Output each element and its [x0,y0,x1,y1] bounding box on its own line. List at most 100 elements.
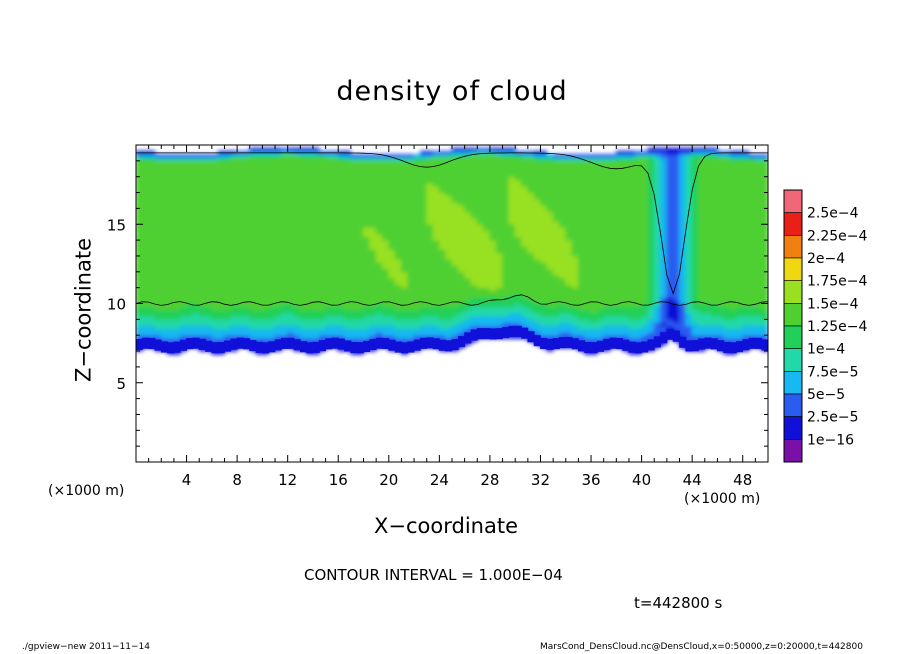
density-cell [571,331,579,336]
density-cell [325,258,333,263]
density-cell [508,318,516,323]
density-cell [634,325,642,330]
density-cell [590,211,598,216]
density-cell [331,227,339,231]
density-cell [136,293,143,298]
density-cell [584,277,592,282]
density-cell [432,284,440,289]
density-cell [167,246,175,251]
density-cell [312,157,320,162]
density-cell [401,284,409,289]
density-cell [375,268,383,273]
density-cell [483,265,491,270]
density-cell [483,188,491,193]
density-cell [540,214,548,219]
density-cell [249,277,257,282]
density-cell [148,325,156,330]
density-cell [533,277,541,282]
density-cell [508,192,516,197]
density-cell [596,198,605,203]
density-cell [426,163,434,168]
density-cell [331,157,339,162]
density-cell [438,265,447,270]
density-cell [426,325,434,330]
density-cell [344,192,352,197]
density-cell [205,211,213,216]
density-cell [521,230,529,235]
density-cell [457,147,466,152]
density-cell [268,334,276,339]
density-cell [186,211,194,216]
density-cell [489,252,497,257]
density-cell [312,322,320,327]
density-cell [540,239,548,244]
density-cell [382,252,390,257]
density-cell [622,303,630,308]
density-cell [255,337,263,342]
density-cell [634,208,642,212]
density-cell [356,166,364,171]
density-cell [217,204,225,209]
density-cell [205,271,213,276]
density-cell [141,290,150,295]
density-cell [438,334,447,339]
density-cell [306,154,314,159]
density-cell [622,252,630,257]
density-cell [299,299,308,304]
density-cell [337,223,345,228]
density-cell [546,182,554,187]
density-cell [521,217,529,222]
density-cell [388,280,396,285]
density-cell [476,160,484,165]
density-cell [344,277,352,282]
density-cell [312,252,320,257]
density-cell [337,239,345,244]
density-cell [426,318,434,323]
density-cell [280,280,289,285]
density-cell [527,204,535,209]
density-cell [192,154,200,159]
density-cell [167,255,175,260]
density-cell [495,208,503,212]
density-cell [401,249,409,254]
density-cell [160,249,168,254]
density-cell [205,318,213,323]
density-cell [141,185,150,190]
density-cell [312,160,320,165]
density-cell [211,198,219,203]
density-cell [287,303,295,308]
density-cell [559,331,567,336]
density-cell [483,258,491,263]
density-cell [426,265,434,270]
density-cell [628,227,636,231]
density-cell [369,296,377,301]
density-cell [432,166,440,171]
density-cell [274,293,282,298]
density-cell [609,325,617,330]
density-cell [420,185,428,190]
density-cell [205,312,213,317]
density-cell [578,233,586,238]
density-cell [141,154,150,159]
density-cell [622,325,630,330]
density-cell [609,274,617,279]
density-cell [337,176,345,181]
density-cell [413,233,421,238]
density-cell [622,306,630,311]
density-cell [584,331,592,336]
density-cell [141,195,150,200]
density-cell [236,246,244,251]
density-cell [186,188,194,193]
density-cell [141,239,150,244]
density-cell [167,242,175,247]
density-cell [495,182,503,187]
density-cell [136,287,143,292]
density-cell [609,265,617,270]
density-cell [628,157,636,162]
density-cell [628,211,636,216]
density-cell [141,217,150,222]
density-cell [596,265,605,270]
density-cell [173,261,181,266]
density-cell [167,306,175,311]
density-cell [344,185,352,190]
